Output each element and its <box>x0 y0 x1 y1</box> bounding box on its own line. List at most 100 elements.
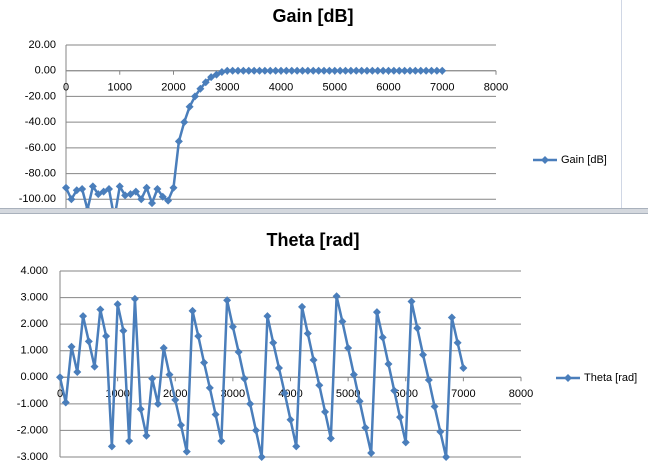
marker <box>436 427 445 436</box>
marker <box>344 344 353 353</box>
marker <box>105 185 113 193</box>
chart-title: Theta [rad] <box>266 230 359 250</box>
marker <box>169 183 178 192</box>
marker <box>234 66 242 75</box>
marker <box>188 306 197 315</box>
marker <box>346 66 355 75</box>
marker <box>336 66 345 75</box>
marker <box>90 362 99 371</box>
marker <box>260 66 269 75</box>
marker <box>148 374 157 383</box>
marker <box>320 66 328 75</box>
marker <box>79 312 88 321</box>
marker <box>201 78 210 87</box>
x-tick-label: 6000 <box>394 388 418 400</box>
marker <box>263 312 272 321</box>
marker <box>303 66 312 75</box>
marker <box>205 383 214 392</box>
x-tick-label: 6000 <box>376 82 400 94</box>
pane-splitter[interactable] <box>0 208 648 214</box>
marker <box>266 66 275 75</box>
x-tick-label: 3000 <box>221 388 245 400</box>
marker <box>107 442 116 451</box>
marker <box>298 66 307 75</box>
marker <box>102 332 111 341</box>
marker <box>368 66 377 75</box>
marker <box>427 66 436 75</box>
marker <box>67 342 76 351</box>
marker <box>419 350 428 359</box>
x-tick-label: 5000 <box>323 82 347 94</box>
marker <box>153 399 162 408</box>
x-tick-label: 2000 <box>161 82 185 94</box>
y-tick-label: 1.000 <box>20 345 48 357</box>
legend-label: Gain [dB] <box>561 154 607 166</box>
y-tick-label: 0.00 <box>35 65 56 77</box>
marker <box>185 102 194 111</box>
x-tick-label: 5000 <box>336 388 360 400</box>
y-tick-label: -20.00 <box>25 90 56 102</box>
marker <box>372 308 381 317</box>
marker <box>442 453 451 461</box>
marker <box>303 329 312 338</box>
chart-title: Gain [dB] <box>273 6 354 26</box>
series-line <box>58 294 465 459</box>
legend-marker <box>564 374 572 382</box>
marker <box>401 438 410 447</box>
marker <box>148 199 156 208</box>
y-tick-label: -80.00 <box>25 167 56 179</box>
marker <box>78 185 87 193</box>
marker <box>384 360 393 368</box>
x-tick-label: 0 <box>57 388 63 400</box>
marker <box>287 66 296 75</box>
chart: Theta [rad] 4.000 3.000 2.000 1.000 0.000 -1.0… <box>17 230 637 463</box>
marker <box>136 405 145 414</box>
marker <box>130 294 139 303</box>
marker <box>280 389 289 398</box>
marker <box>395 413 404 422</box>
marker <box>115 182 124 191</box>
x-tick-label: 3000 <box>215 82 239 94</box>
marker <box>191 92 199 101</box>
marker <box>119 326 128 335</box>
marker <box>217 437 226 446</box>
marker <box>298 302 307 311</box>
marker <box>159 344 168 353</box>
marker <box>62 183 70 192</box>
marker <box>255 66 264 75</box>
x-tick-label: 2000 <box>163 388 187 400</box>
marker <box>292 442 301 451</box>
marker <box>239 66 248 75</box>
marker <box>246 399 255 408</box>
marker <box>330 66 339 75</box>
marker <box>338 317 347 326</box>
marker <box>332 292 341 301</box>
marker <box>131 187 140 196</box>
marker <box>395 66 404 75</box>
marker <box>113 300 122 309</box>
marker <box>85 205 90 208</box>
x-tick-label: 0 <box>63 82 69 94</box>
marker <box>274 363 283 372</box>
marker <box>142 431 151 440</box>
marker <box>432 66 441 75</box>
marker <box>438 66 447 75</box>
marker <box>142 183 151 192</box>
marker <box>416 66 425 75</box>
x-tick-label: 8000 <box>484 82 508 94</box>
marker <box>228 322 237 331</box>
marker <box>390 386 399 395</box>
marker <box>325 66 334 75</box>
marker <box>67 195 76 204</box>
marker <box>211 410 220 419</box>
marker <box>153 185 162 193</box>
y-tick-label: -40.00 <box>25 116 56 128</box>
marker <box>309 356 318 365</box>
sheet-cells <box>621 0 648 208</box>
y-tick-label: -2.000 <box>17 424 48 436</box>
marker <box>182 447 191 456</box>
marker <box>349 370 358 379</box>
marker <box>271 66 280 75</box>
y-tick-label: -1.000 <box>17 398 48 410</box>
y-tick-label: 2.000 <box>20 318 48 330</box>
